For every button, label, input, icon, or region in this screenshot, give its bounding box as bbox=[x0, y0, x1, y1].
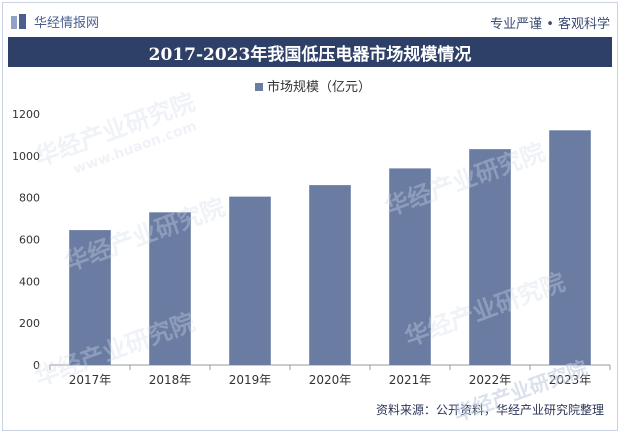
logo-icon bbox=[11, 13, 26, 29]
x-tick-label: 2019年 bbox=[229, 373, 272, 387]
chart-title-bar: 2017-2023年我国低压电器市场规模情况 bbox=[8, 37, 612, 67]
x-tick-label: 2023年 bbox=[549, 373, 592, 387]
bar bbox=[389, 168, 431, 365]
bar bbox=[69, 230, 111, 365]
legend-label: 市场规模（亿元） bbox=[267, 79, 371, 95]
x-tick-label: 2022年 bbox=[469, 373, 512, 387]
x-tick-label: 2021年 bbox=[389, 373, 432, 387]
bar bbox=[309, 185, 351, 365]
y-tick-label: 800 bbox=[19, 192, 40, 205]
chart-title: 2017-2023年我国低压电器市场规模情况 bbox=[148, 44, 472, 65]
site-name: 华经情报网 bbox=[34, 16, 100, 31]
y-tick-label: 200 bbox=[19, 317, 40, 330]
bar bbox=[469, 149, 511, 365]
slogan: 专业严谨 • 客观科学 bbox=[490, 17, 610, 32]
y-tick-label: 1000 bbox=[12, 150, 40, 163]
brand-left: 华经情报网 bbox=[10, 12, 99, 31]
x-tick-label: 2020年 bbox=[309, 373, 352, 387]
y-tick-label: 1200 bbox=[12, 108, 40, 121]
legend-swatch bbox=[255, 83, 263, 91]
x-tick-label: 2017年 bbox=[69, 373, 112, 387]
y-tick-label: 400 bbox=[19, 275, 40, 288]
bar bbox=[229, 196, 271, 365]
top-bar: 华经情报网 专业严谨 • 客观科学 bbox=[10, 10, 612, 32]
source-note: 资料来源：公开资料，华经产业研究院整理 bbox=[375, 403, 604, 417]
x-tick-label: 2018年 bbox=[149, 373, 192, 387]
y-tick-label: 600 bbox=[19, 234, 40, 247]
bar bbox=[549, 130, 591, 365]
y-tick-label: 0 bbox=[33, 359, 40, 372]
bar bbox=[149, 212, 191, 365]
